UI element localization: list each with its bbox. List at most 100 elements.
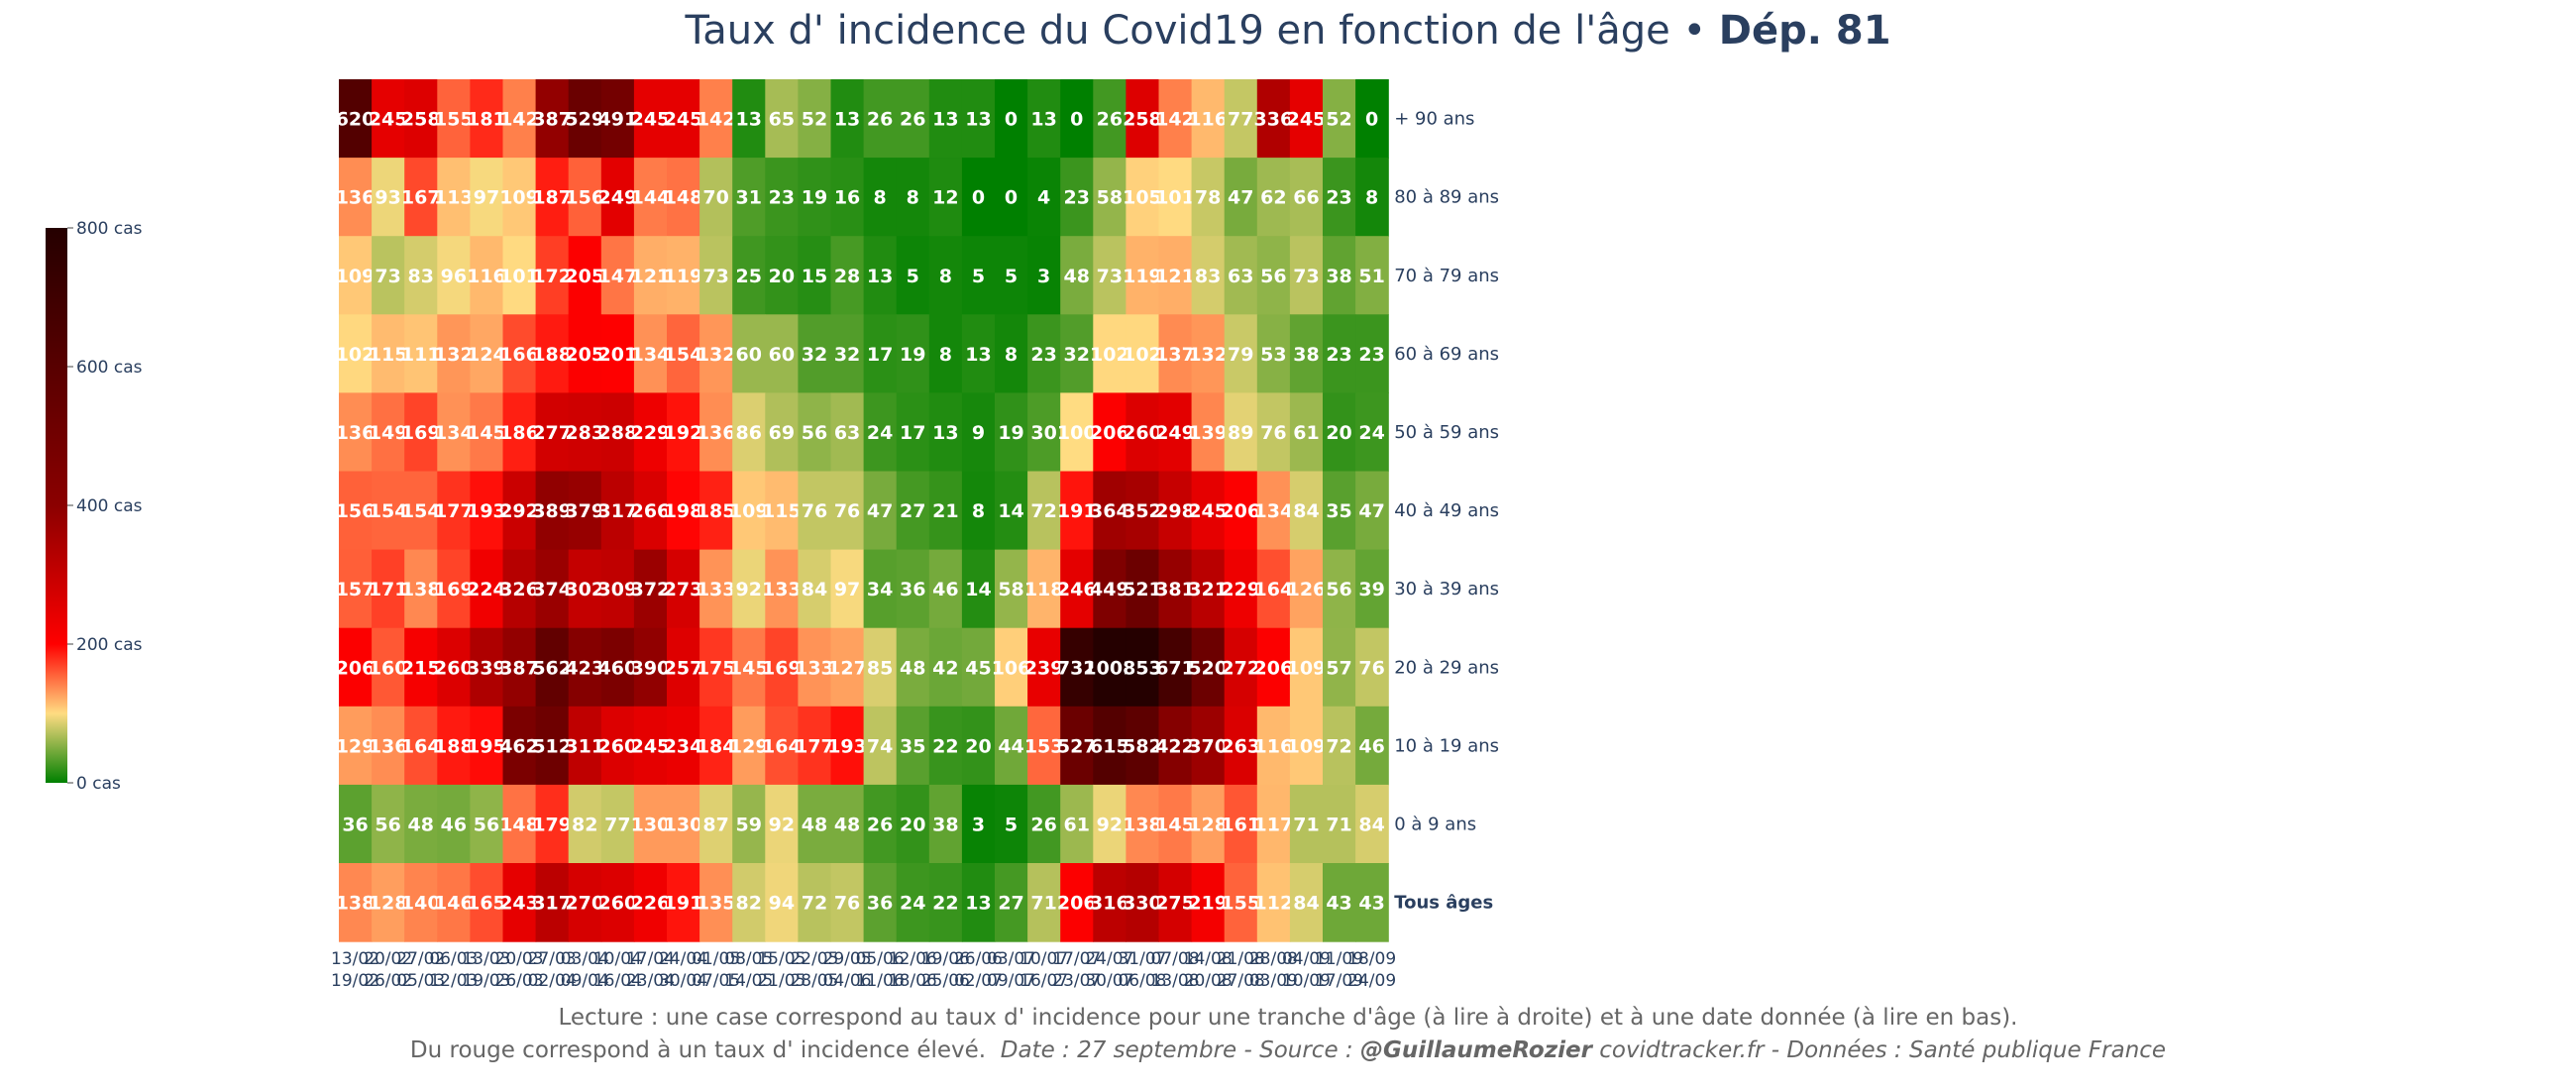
cell-value-label: 145	[729, 657, 769, 679]
y-tick-label: 0 à 9 ans	[1394, 814, 1476, 834]
heatmap-cell	[732, 314, 766, 393]
cell-value-label: 234	[664, 735, 703, 757]
heatmap-cell	[372, 79, 405, 159]
heatmap-cell	[502, 158, 537, 237]
cell-value-label: 460	[598, 657, 638, 679]
cell-value-label: 245	[631, 735, 671, 757]
heatmap-cell	[765, 706, 799, 786]
heatmap-cell	[1027, 79, 1061, 159]
cell-value-label: 191	[664, 893, 703, 915]
heatmap-cell	[404, 314, 438, 393]
cell-value-label: 582	[1123, 735, 1162, 757]
cell-value-label: 56	[375, 814, 400, 835]
heatmap-cell	[1289, 471, 1324, 551]
cell-value-label: 370	[1188, 735, 1228, 757]
cell-value-label: 97	[834, 579, 860, 600]
heatmap-cell	[863, 706, 898, 786]
heatmap-cell	[1355, 314, 1389, 393]
footer-reading-note: Lecture : une case correspond au taux d'…	[558, 1005, 2018, 1031]
cell-value-label: 138	[336, 893, 376, 915]
cell-value-label: 0	[1365, 109, 1378, 131]
cell-value-label: 229	[631, 422, 671, 444]
cell-value-label: 13	[1030, 109, 1056, 131]
heatmap-cell	[372, 236, 405, 315]
cell-value-label: 249	[1155, 422, 1195, 444]
cell-value-label: 26	[1030, 814, 1056, 835]
heatmap-cell	[1093, 158, 1127, 237]
cell-value-label: 48	[802, 814, 827, 835]
heatmap-cell	[1323, 158, 1356, 237]
heatmap-cell	[1060, 706, 1094, 786]
heatmap-cell	[600, 863, 635, 942]
footer-author: @GuillaumeRozier	[1359, 1037, 1592, 1063]
cell-value-label: 105	[1123, 187, 1162, 209]
y-tick-label: 70 à 79 ans	[1394, 266, 1499, 286]
cell-value-label: 257	[664, 657, 703, 679]
heatmap-cell	[699, 784, 733, 864]
x-tick-label-start: 31/07	[1118, 949, 1166, 969]
heatmap-cell	[633, 392, 668, 473]
heatmap-cell	[667, 314, 700, 393]
cell-value-label: 156	[336, 500, 376, 522]
heatmap-cell	[798, 784, 832, 864]
heatmap-cell	[995, 549, 1028, 629]
cell-value-label: 36	[342, 814, 368, 835]
heatmap-cell	[1289, 314, 1324, 393]
cell-value-label: 31	[736, 187, 762, 209]
cell-value-label: 0	[972, 187, 985, 209]
y-tick-label: 40 à 49 ans	[1394, 500, 1499, 521]
x-tick-label-start: 07/08	[1151, 949, 1200, 969]
x-tick-label-end: 21/05	[757, 971, 805, 991]
cell-value-label: 26	[867, 814, 893, 835]
cell-value-label: 77	[604, 814, 630, 835]
heatmap-cell	[1126, 79, 1160, 159]
heatmap-cell	[502, 784, 537, 864]
heatmap-cell	[404, 863, 438, 942]
x-tick-label-start: 24/07	[1085, 949, 1133, 969]
heatmap-cell	[1256, 549, 1291, 629]
cell-value-label: 389	[532, 500, 572, 522]
heatmap-cell	[633, 627, 668, 708]
cell-value-label: 853	[1123, 657, 1162, 679]
heatmap-cell	[1093, 784, 1127, 864]
heatmap-cell	[568, 236, 602, 315]
heatmap-cell	[470, 158, 504, 237]
heatmap-cell	[1323, 314, 1356, 393]
x-tick-label-start: 10/07	[1020, 949, 1068, 969]
heatmap-cell	[1093, 236, 1127, 315]
heatmap-cell	[568, 549, 602, 629]
y-tick-label: 10 à 19 ans	[1394, 735, 1499, 756]
cell-value-label: 43	[1326, 893, 1351, 915]
heatmap-cell	[1224, 314, 1258, 393]
heatmap-cell	[699, 549, 733, 629]
x-tick-label-end: 23/07	[1052, 971, 1101, 991]
heatmap-cell	[339, 549, 373, 629]
cell-value-label: 59	[736, 814, 762, 835]
cell-value-label: 167	[401, 187, 441, 209]
cell-value-label: 43	[1358, 893, 1384, 915]
heatmap-cell	[1224, 471, 1258, 551]
heatmap-cell	[372, 471, 405, 551]
x-tick-label-end: 26/03	[495, 971, 544, 991]
heatmap-cell	[863, 471, 898, 551]
x-tick-label-end: 16/04	[593, 971, 642, 991]
heatmap-cell	[339, 627, 373, 708]
heatmap-cell	[699, 236, 733, 315]
x-tick-label-start: 13/02	[331, 949, 379, 969]
heatmap-cell	[1191, 549, 1226, 629]
cell-value-label: 193	[827, 735, 867, 757]
heatmap-cell	[502, 392, 537, 473]
cell-value-label: 229	[1221, 579, 1260, 600]
heatmap-cell	[600, 627, 635, 708]
heatmap-cell	[830, 314, 865, 393]
cell-value-label: 82	[572, 814, 597, 835]
heatmap-cell	[995, 158, 1028, 237]
cell-value-label: 206	[1090, 422, 1129, 444]
cell-value-label: 26	[1097, 109, 1123, 131]
cell-value-label: 132	[697, 344, 736, 366]
heatmap-cell	[1191, 471, 1226, 551]
heatmap-cell	[798, 627, 832, 708]
heatmap-cell	[1060, 158, 1094, 237]
cell-value-label: 61	[1064, 814, 1090, 835]
cell-value-label: 273	[664, 579, 703, 600]
